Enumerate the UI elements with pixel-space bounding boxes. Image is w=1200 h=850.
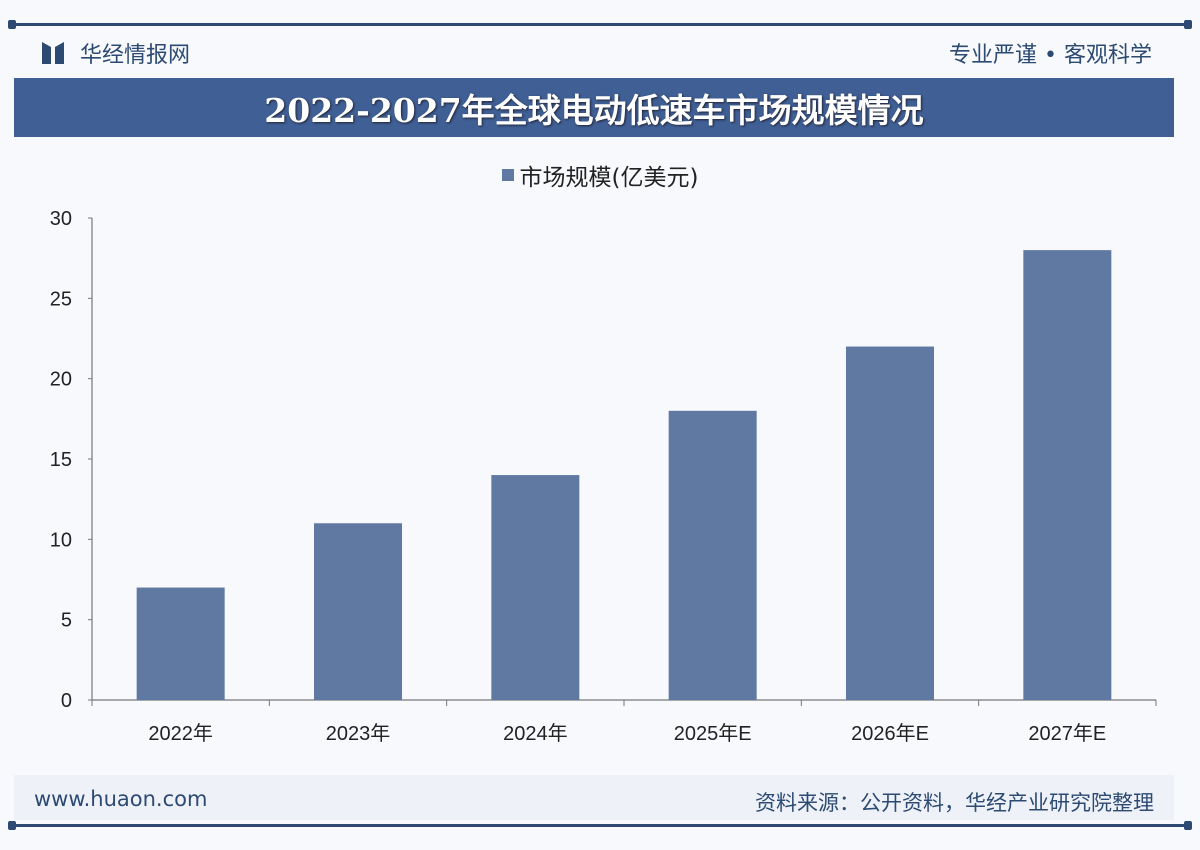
legend: 市场规模(亿美元) xyxy=(0,158,1200,192)
y-tick-label: 25 xyxy=(50,288,72,310)
y-tick-label: 15 xyxy=(50,449,72,471)
brand: 华经情报网 xyxy=(40,37,190,69)
x-tick-label: 2026年E xyxy=(851,722,929,745)
logo-icon xyxy=(42,42,64,64)
chart-title: 2022-2027年全球电动低速车市场规模情况 xyxy=(14,78,1174,137)
top-rule xyxy=(8,20,1192,29)
y-tick-label: 20 xyxy=(50,369,72,391)
y-tick-label: 10 xyxy=(50,529,72,551)
legend-swatch xyxy=(501,169,514,181)
bar-2022年 xyxy=(136,587,225,700)
website-link[interactable]: www.huaon.com xyxy=(34,787,208,811)
bar-2025年E xyxy=(668,410,757,700)
y-tick-label: 0 xyxy=(61,690,72,712)
x-tick-label: 2023年 xyxy=(326,722,391,745)
footer-band xyxy=(14,775,1174,820)
y-tick-label: 30 xyxy=(50,208,72,230)
motto: 专业严谨 • 客观科学 xyxy=(949,43,1152,68)
legend-label: 市场规模(亿美元) xyxy=(519,165,699,191)
brand-name: 华经情报网 xyxy=(80,43,191,68)
bar-2026年E xyxy=(846,346,934,700)
x-tick-label: 2027年E xyxy=(1028,722,1106,745)
x-tick-label: 2024年 xyxy=(503,722,568,745)
y-tick-label: 5 xyxy=(61,610,72,632)
bar-2024年 xyxy=(491,475,580,700)
source-note: 资料来源：公开资料，华经产业研究院整理 xyxy=(755,791,1154,815)
x-tick-label: 2022年 xyxy=(148,722,213,745)
bar-2027年E xyxy=(1023,250,1112,700)
x-tick-label: 2025年E xyxy=(674,722,752,745)
bar-2023年 xyxy=(314,523,402,700)
bottom-rule xyxy=(8,821,1192,830)
